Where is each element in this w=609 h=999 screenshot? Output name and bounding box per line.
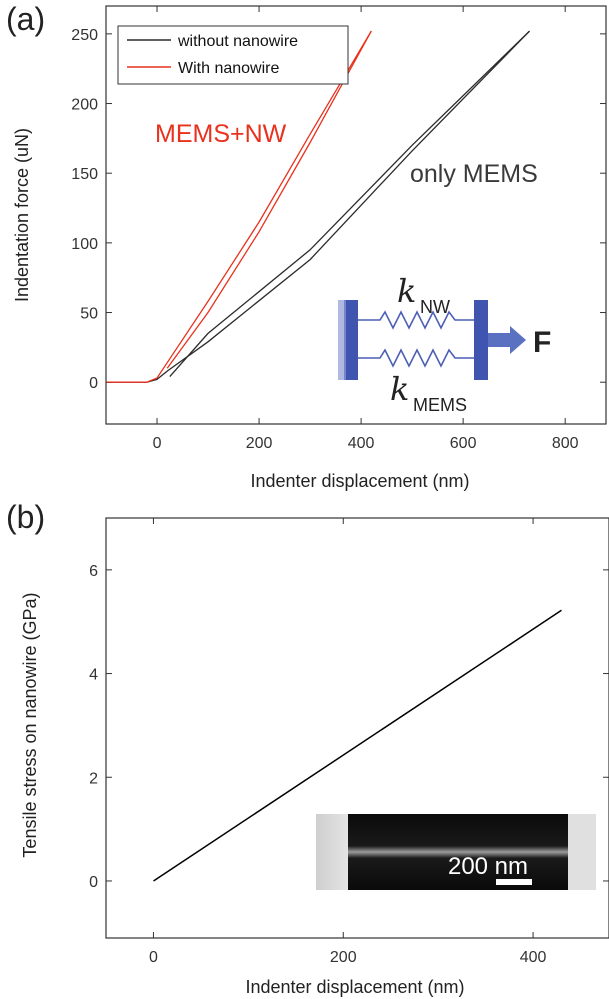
inset-subscript-mems: MEMS xyxy=(413,395,467,415)
panel-a-x-axis-label: Indenter displacement (nm) xyxy=(250,471,469,491)
series-line-unloading-0 xyxy=(169,30,530,378)
panel-a-legend: without nanowire With nanowire xyxy=(117,25,349,85)
x-tick-label: 200 xyxy=(330,949,357,966)
panel-a-frame xyxy=(105,5,607,425)
x-tick-label: 800 xyxy=(552,435,579,452)
y-tick-label: 250 xyxy=(71,27,98,44)
annotation-mems-nw: MEMS+NW xyxy=(155,120,287,148)
panel-b-ticks: 0 200 400 0 2 4 6 xyxy=(89,518,609,966)
inset-k-symbol-top: k xyxy=(397,272,416,310)
annotation-only-mems: only MEMS xyxy=(410,160,538,188)
x-tick-label: 0 xyxy=(149,949,158,966)
force-arrow-shaft xyxy=(488,333,510,347)
y-tick-label: 50 xyxy=(80,306,98,323)
inset-subscript-nw: NW xyxy=(420,297,450,317)
y-tick-label: 200 xyxy=(71,97,98,114)
sem-inset-image: 200 nm xyxy=(316,814,596,890)
x-tick-label: 200 xyxy=(246,435,273,452)
y-tick-label: 2 xyxy=(89,770,98,787)
y-tick-label: 150 xyxy=(71,166,98,183)
panel-b-label: (b) xyxy=(6,499,45,535)
inset-force-label: F xyxy=(533,326,551,359)
left-wall-plate xyxy=(344,300,358,380)
right-moving-plate xyxy=(474,300,488,380)
y-tick-label: 4 xyxy=(89,667,98,684)
panel-a-y-axis-label: Indentation force (uN) xyxy=(12,128,32,302)
y-tick-label: 100 xyxy=(71,236,98,253)
spring-mems xyxy=(358,348,474,368)
panel-a-label: (a) xyxy=(6,1,45,37)
legend-box xyxy=(117,25,349,85)
spring-diagram-inset: k NW F k MEMS xyxy=(338,272,551,415)
series-line-loading-1 xyxy=(106,30,372,383)
panel-b-plot-area xyxy=(153,609,562,882)
y-tick-label: 6 xyxy=(89,563,98,580)
legend-entry-without-nanowire: without nanowire xyxy=(177,33,298,50)
series-line-0 xyxy=(153,609,562,882)
panel-a-plot-area xyxy=(106,30,530,383)
spring-nw xyxy=(358,310,474,330)
inset-k-symbol-bottom: k xyxy=(390,370,409,408)
scale-bar xyxy=(496,879,532,885)
y-tick-label: 0 xyxy=(89,874,98,891)
sem-left-pad xyxy=(316,814,348,890)
x-tick-label: 400 xyxy=(348,435,375,452)
panel-b-x-axis-label: Indenter displacement (nm) xyxy=(245,977,464,997)
left-wall-shade xyxy=(338,300,346,380)
x-tick-label: 400 xyxy=(520,949,547,966)
scale-bar-label: 200 nm xyxy=(448,853,528,880)
legend-entry-with-nanowire: With nanowire xyxy=(178,60,279,77)
panel-a-ticks: 0 200 400 600 800 0 50 100 150 200 250 xyxy=(71,6,606,452)
x-tick-label: 600 xyxy=(450,435,477,452)
x-tick-label: 0 xyxy=(153,435,162,452)
panel-b-frame xyxy=(105,517,609,939)
sem-right-pad xyxy=(568,814,596,890)
y-tick-label: 0 xyxy=(89,375,98,392)
sem-gap-with-nanowire xyxy=(348,814,568,890)
series-line-unloading-1 xyxy=(166,30,372,369)
panel-b-y-axis-label: Tensile stress on nanowire (GPa) xyxy=(20,592,40,857)
force-arrow-head-icon xyxy=(510,326,526,354)
